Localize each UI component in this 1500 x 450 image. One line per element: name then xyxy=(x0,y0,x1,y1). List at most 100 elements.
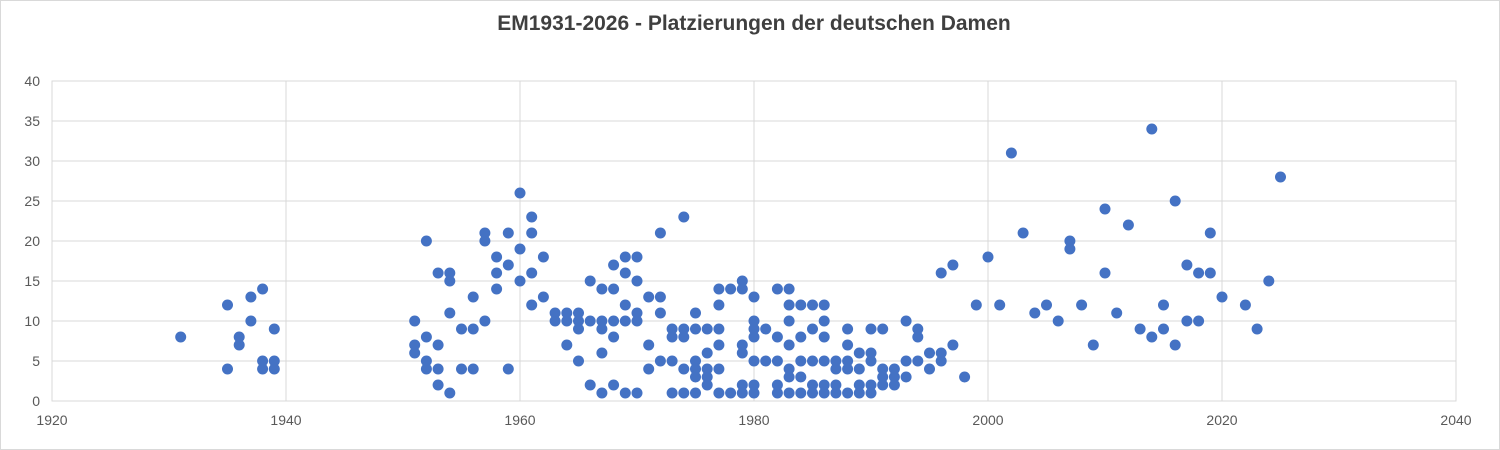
data-point xyxy=(748,379,760,391)
data-point xyxy=(666,323,678,335)
data-point xyxy=(865,379,877,391)
data-point xyxy=(959,371,971,383)
data-point xyxy=(900,315,912,327)
data-point xyxy=(1017,227,1029,239)
data-point xyxy=(1275,171,1286,183)
data-point xyxy=(1052,315,1064,327)
data-point xyxy=(818,315,830,327)
data-point xyxy=(1251,323,1263,335)
data-point xyxy=(888,379,900,391)
data-points xyxy=(175,123,1286,399)
data-point xyxy=(853,379,865,391)
data-point xyxy=(596,387,608,399)
data-point xyxy=(432,379,444,391)
data-point xyxy=(690,355,701,367)
data-point xyxy=(783,371,795,383)
data-point xyxy=(701,379,713,391)
data-point xyxy=(409,339,421,351)
data-point xyxy=(678,323,690,335)
data-point xyxy=(514,187,526,199)
data-point xyxy=(502,363,514,375)
data-point xyxy=(596,315,608,327)
data-point xyxy=(900,355,912,367)
data-point xyxy=(502,227,514,239)
data-point xyxy=(771,331,783,343)
data-point xyxy=(783,315,795,327)
data-point xyxy=(596,323,608,335)
data-point xyxy=(853,347,865,359)
data-point xyxy=(935,267,947,279)
data-point xyxy=(713,363,725,375)
data-point xyxy=(432,339,444,351)
data-point xyxy=(783,387,795,399)
data-point xyxy=(818,379,830,391)
data-point xyxy=(912,323,924,335)
data-point xyxy=(783,363,795,375)
data-point xyxy=(795,299,807,311)
data-point xyxy=(865,355,877,367)
data-point xyxy=(888,371,900,383)
data-point xyxy=(690,363,701,375)
data-point xyxy=(830,363,842,375)
data-point xyxy=(654,355,666,367)
data-point xyxy=(877,363,889,375)
data-point xyxy=(584,379,596,391)
data-point xyxy=(619,387,631,399)
data-point xyxy=(830,355,842,367)
data-point xyxy=(573,307,584,319)
data-point xyxy=(268,363,280,375)
data-point xyxy=(619,251,631,263)
data-point xyxy=(257,283,269,295)
data-point xyxy=(257,363,269,375)
data-point xyxy=(631,251,643,263)
data-point xyxy=(608,283,620,295)
data-point xyxy=(608,259,620,271)
data-point xyxy=(748,331,760,343)
data-point xyxy=(1193,315,1205,327)
data-point xyxy=(444,307,456,319)
data-point xyxy=(678,331,690,343)
data-point xyxy=(561,307,573,319)
data-point xyxy=(935,355,947,367)
data-point xyxy=(654,227,666,239)
data-point xyxy=(526,299,538,311)
data-point xyxy=(994,299,1006,311)
data-point xyxy=(1064,243,1076,255)
data-point xyxy=(432,267,444,279)
data-point xyxy=(970,299,982,311)
data-point xyxy=(783,339,795,351)
data-point xyxy=(678,387,690,399)
data-point xyxy=(467,291,479,303)
data-point xyxy=(409,347,421,359)
data-point xyxy=(713,339,725,351)
data-point xyxy=(233,339,245,351)
data-point xyxy=(491,251,503,263)
data-point xyxy=(491,267,503,279)
data-point xyxy=(1181,315,1193,327)
data-point xyxy=(409,315,421,327)
data-point xyxy=(1158,299,1169,311)
data-point xyxy=(631,275,643,287)
data-point xyxy=(654,307,666,319)
data-point xyxy=(526,267,538,279)
data-point xyxy=(807,379,818,391)
data-point xyxy=(1169,195,1181,207)
x-axis-tick-labels: 1920 1940 1960 1980 2000 2020 2040 xyxy=(36,412,1471,428)
data-point xyxy=(865,347,877,359)
data-point xyxy=(795,355,807,367)
data-point xyxy=(748,315,760,327)
data-point xyxy=(245,291,257,303)
data-point xyxy=(222,363,233,375)
data-point xyxy=(701,371,713,383)
data-point xyxy=(865,387,877,399)
data-point xyxy=(736,339,748,351)
data-point xyxy=(1005,147,1017,159)
data-point xyxy=(760,355,772,367)
data-point xyxy=(257,355,269,367)
data-point xyxy=(608,331,620,343)
data-point xyxy=(748,387,760,399)
data-point xyxy=(514,243,526,255)
data-point xyxy=(631,387,643,399)
data-point xyxy=(1099,203,1111,215)
